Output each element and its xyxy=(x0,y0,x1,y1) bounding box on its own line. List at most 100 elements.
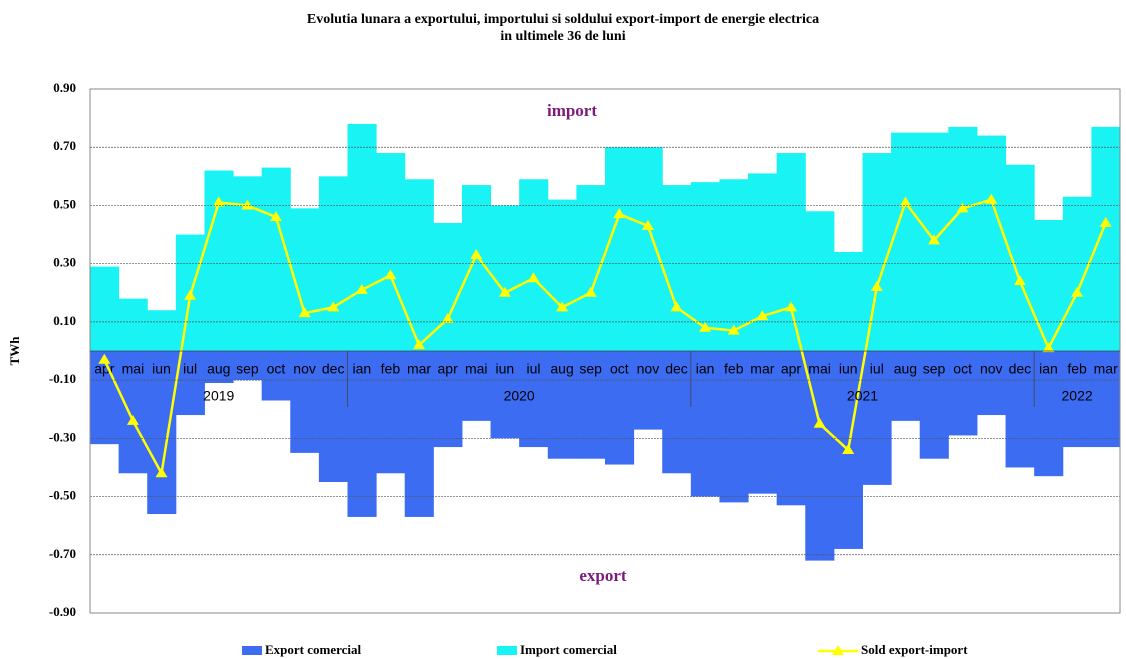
bar xyxy=(633,351,663,430)
legend-marker xyxy=(832,645,844,655)
x-tick-label: aug xyxy=(550,361,573,377)
x-tick-label: sep xyxy=(579,361,602,377)
bar xyxy=(862,153,892,351)
bar xyxy=(719,179,749,351)
x-tick-label: sep xyxy=(236,361,259,377)
bar xyxy=(347,123,377,351)
bar xyxy=(576,185,606,351)
bar xyxy=(662,185,692,351)
marker xyxy=(269,211,282,222)
bar xyxy=(662,351,692,474)
bar xyxy=(948,126,978,351)
marker xyxy=(985,193,998,204)
bar xyxy=(1005,164,1035,351)
bar xyxy=(976,351,1007,416)
x-tick-label: nov xyxy=(637,361,660,377)
year-label: 2020 xyxy=(504,388,535,404)
marker xyxy=(441,312,454,323)
marker xyxy=(641,219,654,230)
bar xyxy=(90,351,120,445)
x-tick-label: ian xyxy=(1039,361,1058,377)
year-label: 2022 xyxy=(1062,388,1093,404)
bar xyxy=(891,351,921,421)
marker xyxy=(327,301,340,312)
x-tick-label: mai xyxy=(465,361,488,377)
bar xyxy=(776,153,806,351)
bar xyxy=(862,351,892,485)
y-tick-label: 0.30 xyxy=(53,255,76,270)
bar xyxy=(1091,126,1120,351)
bar xyxy=(605,351,635,465)
x-tick-label: iun xyxy=(496,361,515,377)
marker xyxy=(470,248,483,259)
legend-label: Export comercial xyxy=(265,642,362,657)
bar xyxy=(433,351,463,448)
x-tick-label: dec xyxy=(1009,361,1032,377)
bar xyxy=(690,351,720,497)
x-tick-label: iul xyxy=(870,361,884,377)
bar xyxy=(1062,351,1092,448)
plot: apr mai iun iul aug sep oct nov dec ian feb mar apr m… xyxy=(90,123,1120,561)
marker xyxy=(298,307,311,318)
marker xyxy=(670,301,683,312)
marker xyxy=(212,196,225,207)
marker xyxy=(1099,216,1112,227)
x-tick-label: mai xyxy=(122,361,145,377)
x-tick-label: aug xyxy=(207,361,230,377)
x-tick-label: ian xyxy=(352,361,371,377)
x-tick-label: ian xyxy=(696,361,715,377)
marker xyxy=(870,280,883,291)
marker xyxy=(1071,286,1084,297)
bar xyxy=(805,211,835,351)
bar xyxy=(891,132,921,351)
x-tick-label: feb xyxy=(381,361,401,377)
bar xyxy=(404,351,434,517)
bar xyxy=(376,153,406,351)
year-label: 2019 xyxy=(203,388,234,404)
x-tick-label: dec xyxy=(665,361,688,377)
x-tick-label: iun xyxy=(152,361,171,377)
marker xyxy=(784,301,797,312)
marker xyxy=(556,301,569,312)
x-tick-label: nov xyxy=(980,361,1003,377)
x-tick-label: iul xyxy=(183,361,197,377)
x-tick-label: mai xyxy=(808,361,831,377)
marker xyxy=(613,208,626,219)
bar xyxy=(1005,351,1035,468)
marker xyxy=(384,269,397,280)
bar xyxy=(1062,196,1092,351)
bar xyxy=(776,351,806,506)
chart-title: Evolutia lunara a exportului, importului… xyxy=(307,12,819,27)
bar xyxy=(547,199,577,351)
y-tick-label: 0.10 xyxy=(53,313,76,328)
bar xyxy=(290,351,320,453)
y-tick-label: -0.90 xyxy=(49,604,76,619)
bar xyxy=(633,147,663,351)
x-tick-label: sep xyxy=(923,361,946,377)
marker xyxy=(756,310,769,321)
marker xyxy=(241,199,254,210)
marker xyxy=(126,414,139,425)
x-tick-label: oct xyxy=(267,361,286,377)
legend-swatch xyxy=(242,646,262,655)
marker xyxy=(155,467,168,478)
y-tick-label: -0.70 xyxy=(49,546,76,561)
bar xyxy=(1034,351,1064,477)
marker xyxy=(413,339,426,350)
x-tick-label: iul xyxy=(526,361,540,377)
bar xyxy=(547,351,577,459)
x-tick-label: iun xyxy=(839,361,858,377)
marker xyxy=(184,289,197,300)
bar xyxy=(204,351,234,384)
bar xyxy=(233,351,263,381)
bar xyxy=(147,351,177,515)
x-tick-label: apr xyxy=(438,361,459,377)
x-tick-label: nov xyxy=(293,361,316,377)
x-tick-label: aug xyxy=(894,361,917,377)
marker xyxy=(498,286,511,297)
marker xyxy=(928,234,941,245)
bar xyxy=(147,310,177,351)
bar xyxy=(118,298,148,351)
bar xyxy=(519,351,549,448)
annotation: export xyxy=(579,566,627,585)
